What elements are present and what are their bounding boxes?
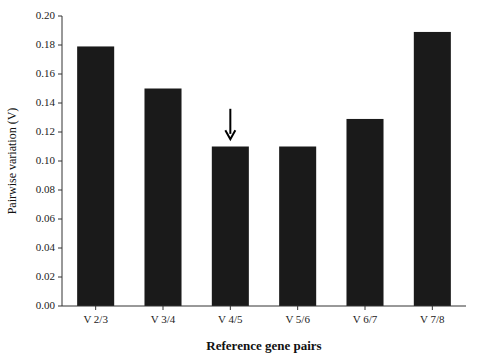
bars (77, 32, 451, 306)
y-tick-label: 0.18 (36, 38, 56, 50)
bar (144, 89, 181, 307)
y-tick-label: 0.04 (36, 241, 56, 253)
y-tick (58, 248, 62, 249)
y-tick-label: 0.20 (36, 9, 56, 21)
y-tick (58, 190, 62, 191)
bar (212, 147, 249, 307)
y-tick (58, 103, 62, 104)
y-tick (58, 16, 62, 17)
x-tick (297, 306, 298, 310)
y-tick-label: 0.06 (36, 212, 56, 224)
chart-container: 0.00 0.02 0.04 0.06 0.08 0.10 0.12 0.14 0.16 0.18… (0, 0, 480, 362)
y-tick (58, 219, 62, 220)
x-tick (365, 306, 366, 310)
x-tick (432, 306, 433, 310)
x-axis (62, 306, 466, 307)
y-tick-label: 0.16 (36, 67, 56, 79)
x-tick-label: V 6/7 (353, 313, 378, 325)
x-tick (230, 306, 231, 310)
y-tick (58, 161, 62, 162)
y-tick-label: 0.08 (36, 183, 56, 195)
y-axis (62, 16, 63, 306)
x-axis-label: Reference gene pairs (206, 338, 321, 353)
y-tick-label: 0.14 (36, 96, 56, 108)
bar (346, 119, 383, 306)
arrow (225, 109, 235, 139)
x-tick-label: V 5/6 (285, 313, 310, 325)
bar (77, 46, 114, 306)
y-tick (58, 277, 62, 278)
bar (279, 147, 316, 307)
bar (414, 32, 451, 306)
arrow-shaft (229, 109, 231, 134)
x-tick-label: V 4/5 (218, 313, 243, 325)
y-tick (58, 74, 62, 75)
y-tick-label: 0.02 (36, 270, 55, 282)
y-axis-label: Pairwise variation (V) (5, 108, 19, 215)
x-tick-label: V 3/4 (151, 313, 176, 325)
arrow-head (225, 130, 235, 139)
y-tick-label: 0.00 (36, 299, 56, 311)
y-tick (58, 45, 62, 46)
y-tick-label: 0.12 (36, 125, 55, 137)
x-tick-label: V 2/3 (83, 313, 108, 325)
y-tick (58, 132, 62, 133)
x-tick (163, 306, 164, 310)
y-tick-label: 0.10 (36, 154, 56, 166)
x-tick-label: V 7/8 (420, 313, 445, 325)
chart-svg: 0.00 0.02 0.04 0.06 0.08 0.10 0.12 0.14 0.16 0.18… (0, 0, 480, 362)
x-tick (95, 306, 96, 310)
y-tick (58, 306, 62, 307)
